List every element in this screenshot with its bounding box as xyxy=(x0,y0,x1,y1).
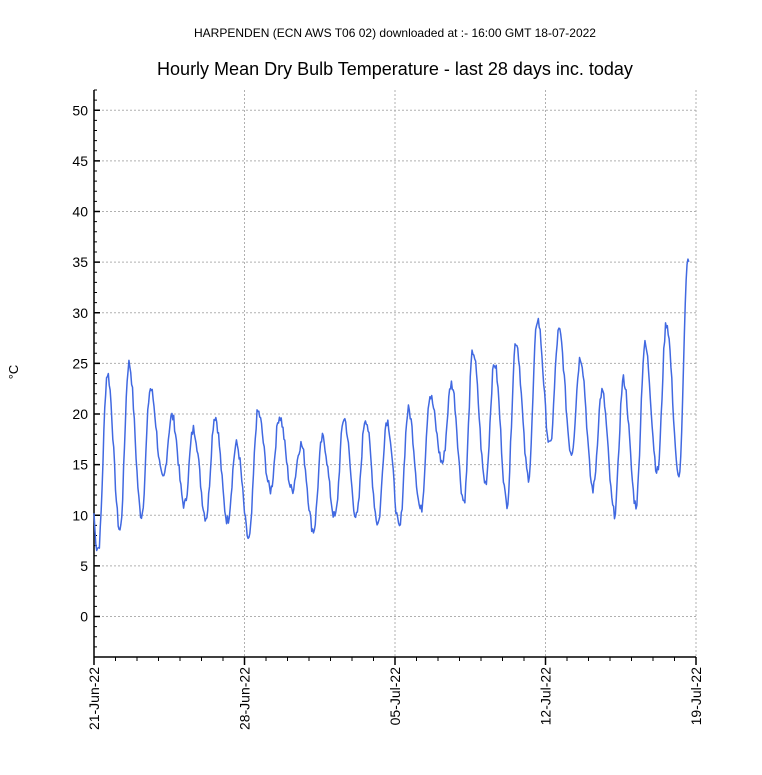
chart-title: Hourly Mean Dry Bulb Temperature - last … xyxy=(157,59,633,79)
x-tick-label: 21-Jun-22 xyxy=(86,667,102,730)
y-tick-label: 15 xyxy=(72,457,88,473)
axes: 0 5 10 15 20 25 30 35 40 45 50 21-Jun-22 28-Jun-22 05… xyxy=(72,89,704,730)
gridlines xyxy=(93,90,697,657)
x-tick-label: 28-Jun-22 xyxy=(237,667,253,730)
x-tick-label: 12-Jul-22 xyxy=(538,667,554,726)
y-tick-label: 30 xyxy=(72,305,88,321)
y-tick-label: 5 xyxy=(80,558,88,574)
temperature-series-line xyxy=(93,258,690,552)
y-axis-label: °C xyxy=(6,365,21,380)
y-tick-label: 50 xyxy=(72,102,88,118)
y-tick-label: 35 xyxy=(72,254,88,270)
chart-subtitle: HARPENDEN (ECN AWS T06 02) downloaded at… xyxy=(194,26,596,40)
y-tick-label: 25 xyxy=(72,355,88,371)
plot-area xyxy=(93,258,690,552)
y-tick-label: 0 xyxy=(80,609,88,625)
y-tick-label: 45 xyxy=(72,153,88,169)
y-tick-label: 10 xyxy=(72,507,88,523)
x-tick-label: 05-Jul-22 xyxy=(387,667,403,726)
x-tick-label: 19-Jul-22 xyxy=(688,667,704,726)
y-tick-label: 20 xyxy=(72,406,88,422)
y-tick-label: 40 xyxy=(72,204,88,220)
